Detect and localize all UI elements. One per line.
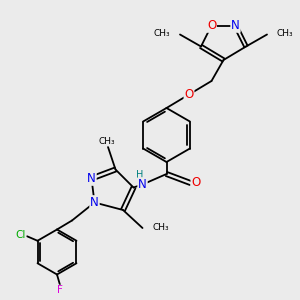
Text: O: O <box>207 19 216 32</box>
Text: N: N <box>231 19 240 32</box>
Text: F: F <box>57 285 63 296</box>
Text: N: N <box>138 178 147 191</box>
Text: N: N <box>87 172 96 185</box>
Text: Cl: Cl <box>15 230 26 240</box>
Text: CH₃: CH₃ <box>277 28 293 38</box>
Text: O: O <box>191 176 200 190</box>
Text: O: O <box>184 88 194 101</box>
Text: CH₃: CH₃ <box>152 224 169 232</box>
Text: CH₃: CH₃ <box>154 28 170 38</box>
Text: H: H <box>136 170 143 180</box>
Text: CH₃: CH₃ <box>98 136 115 146</box>
Text: N: N <box>90 196 99 209</box>
